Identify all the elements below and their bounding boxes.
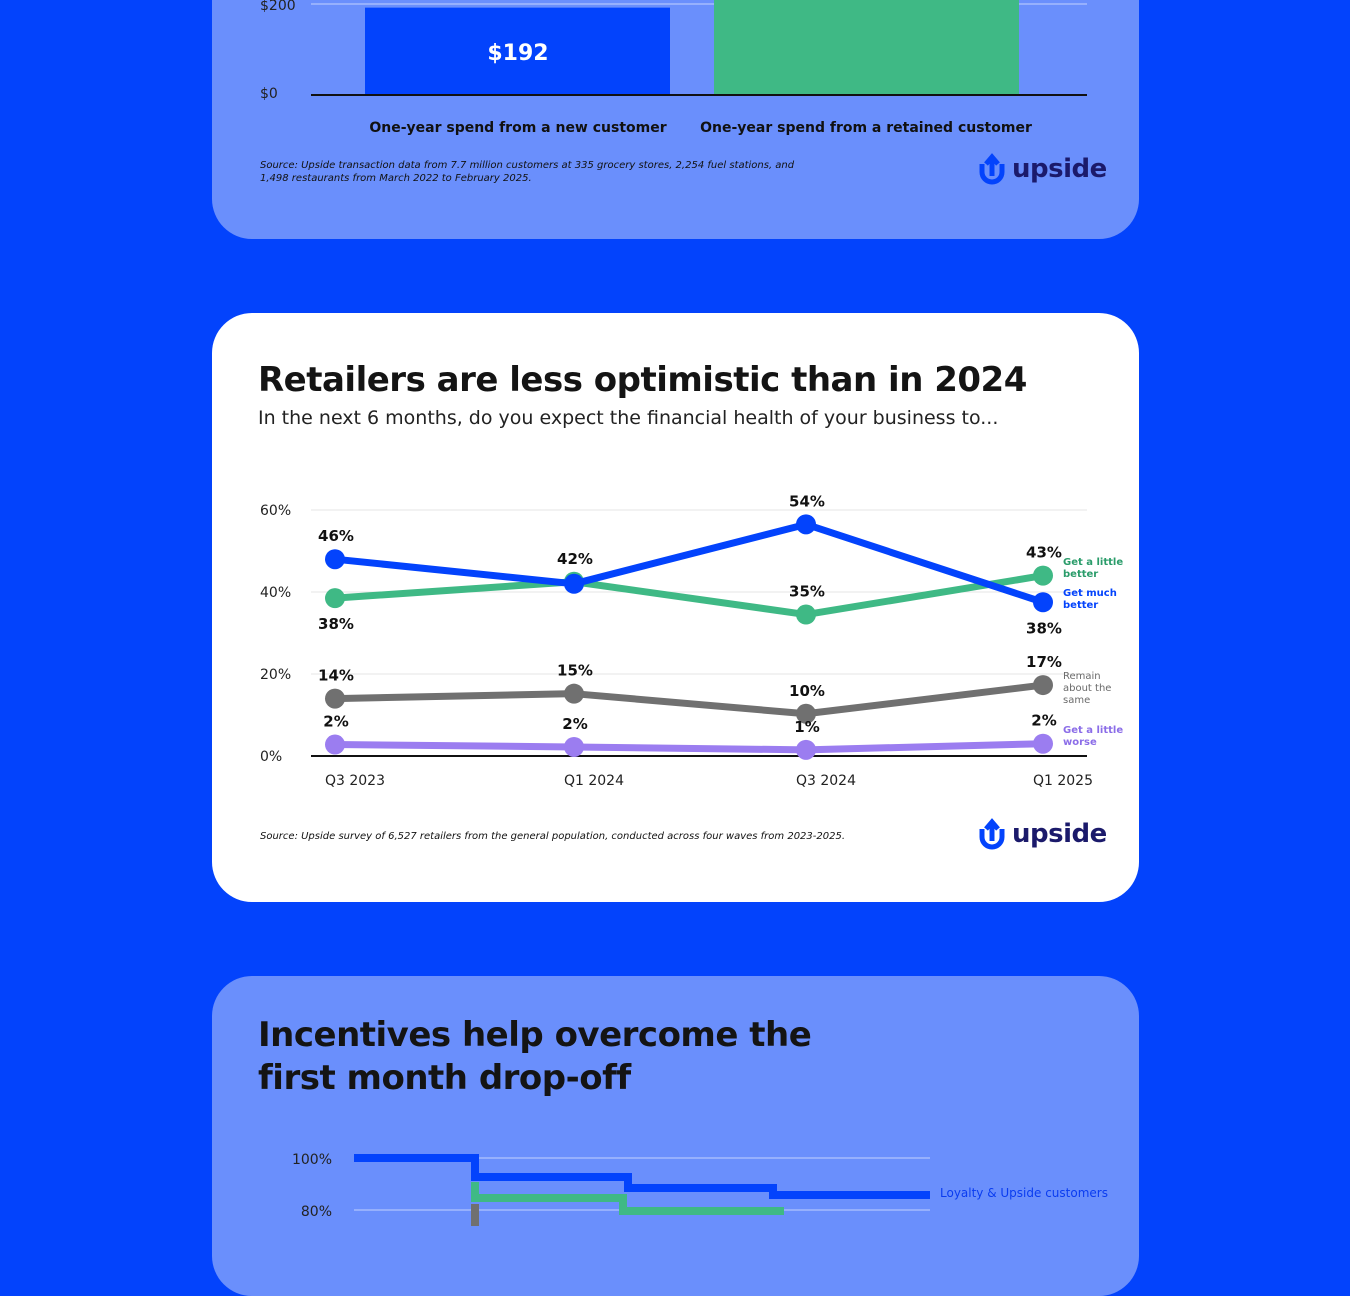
y-tick-0: 0% (260, 749, 282, 765)
data-label-get-a-little-better-1: 42% (557, 550, 593, 568)
bar-new-customer (365, 7, 670, 95)
data-label-remain-about-the-same-0: 14% (318, 667, 354, 685)
point-get-a-little-worse-2 (796, 739, 816, 760)
series-line-get-much-better (334, 520, 1045, 606)
y-tick-80: 80% (301, 1204, 332, 1220)
point-get-much-better-2 (796, 514, 816, 535)
point-get-a-little-better-3 (1033, 565, 1053, 586)
point-remain-about-the-same-0 (325, 688, 345, 709)
point-get-a-little-better-2 (796, 604, 816, 625)
point-get-much-better-0 (325, 549, 345, 570)
bar-new-label: $192 (487, 41, 548, 66)
x-tick-q1-2025: Q1 2025 (1033, 773, 1093, 789)
data-label-get-much-better-0: 46% (318, 527, 354, 545)
y-tick-40: 40% (260, 585, 291, 601)
data-label-get-a-little-worse-1: 2% (562, 715, 587, 733)
source-note: Source: Upside survey of 6,527 retailers… (260, 831, 846, 842)
spend-bar-chart: $200 $0 $192 One-year spend from a new c… (260, 0, 1087, 136)
point-remain-about-the-same-1 (564, 683, 584, 704)
data-label-remain-about-the-same-3: 17% (1026, 653, 1062, 671)
y-tick-100: 100% (292, 1152, 332, 1168)
data-label-get-a-little-worse-2: 1% (794, 718, 819, 736)
data-label-get-a-little-better-0: 38% (318, 615, 354, 633)
x-tick-q3-2024: Q3 2024 (796, 773, 856, 789)
category-retained: One-year spend from a retained customer (700, 120, 1032, 136)
legend-3-line-1: worse (1063, 737, 1097, 748)
y-tick-0: $0 (260, 86, 278, 102)
chart-title: Retailers are less optimistic than in 20… (258, 360, 1027, 400)
point-get-a-little-worse-3 (1033, 733, 1053, 754)
series-line-remain-about-the-same (334, 681, 1044, 718)
upside-logo: upside (978, 153, 1107, 185)
y-tick-20: 20% (260, 667, 291, 683)
point-get-a-little-better-0 (325, 588, 345, 609)
legend-2-line-0: Remain (1063, 671, 1101, 682)
point-remain-about-the-same-2 (796, 703, 816, 724)
legend-1-line-0: Get much (1063, 588, 1117, 599)
y-tick-60: 60% (260, 503, 291, 519)
legend-2-line-1: about the (1063, 683, 1111, 694)
incentives-card: Incentives help overcome the first month… (212, 976, 1139, 1296)
series-loyalty-upside (354, 1154, 930, 1199)
dropoff-step-chart: 100% 80% Loyalty & Upside customers (292, 1152, 1108, 1226)
data-label-remain-about-the-same-1: 15% (557, 662, 593, 680)
optimism-card: Retailers are less optimistic than in 20… (212, 313, 1139, 902)
point-get-much-better-3 (1033, 592, 1053, 613)
legend-2-line-2: same (1063, 695, 1090, 706)
point-get-much-better-1 (564, 573, 584, 594)
legend-0-line-0: Get a little (1063, 557, 1123, 568)
legend-0-line-1: better (1063, 569, 1098, 580)
data-label-get-a-little-better-2: 35% (789, 583, 825, 601)
legend-1-line-1: better (1063, 600, 1098, 611)
data-label-get-much-better-3: 38% (1026, 619, 1062, 637)
x-tick-q1-2024: Q1 2024 (564, 773, 624, 789)
point-remain-about-the-same-3 (1033, 675, 1053, 696)
optimism-line-chart: 0% 20% 40% 60% Q3 2023 Q1 2024 Q3 2024 Q1 2025 4… (260, 492, 1123, 789)
series-line-get-a-little-better (334, 572, 1044, 619)
source-note: Source: Upside transaction data from 7.7… (260, 160, 795, 184)
point-get-a-little-worse-0 (325, 734, 345, 755)
data-label-get-a-little-worse-3: 2% (1031, 712, 1056, 730)
chart-title: Incentives help overcome the first month… (258, 1015, 812, 1098)
upside-logo: upside (978, 818, 1107, 850)
upside-logo-icon (979, 153, 1005, 185)
data-label-remain-about-the-same-2: 10% (789, 682, 825, 700)
upside-logo-icon (979, 818, 1005, 850)
spend-card: $200 $0 $192 One-year spend from a new c… (212, 0, 1139, 239)
chart-subtitle: In the next 6 months, do you expect the … (258, 407, 999, 429)
data-label-get-much-better-2: 54% (789, 492, 825, 510)
x-tick-q3-2023: Q3 2023 (325, 773, 385, 789)
upside-logo-text: upside (1012, 154, 1107, 184)
upside-logo-text: upside (1012, 819, 1107, 849)
data-label-get-a-little-better-3: 43% (1026, 544, 1062, 562)
y-tick-200: $200 (260, 0, 296, 14)
bar-retained-customer (714, 0, 1019, 95)
series-green (471, 1182, 784, 1215)
category-new: One-year spend from a new customer (369, 120, 666, 136)
series-line-get-a-little-worse (334, 740, 1044, 754)
legend-loyalty-upside: Loyalty & Upside customers (940, 1186, 1108, 1200)
point-get-a-little-worse-1 (564, 736, 584, 757)
legend-3-line-0: Get a little (1063, 725, 1123, 736)
data-label-get-a-little-worse-0: 2% (323, 713, 348, 731)
